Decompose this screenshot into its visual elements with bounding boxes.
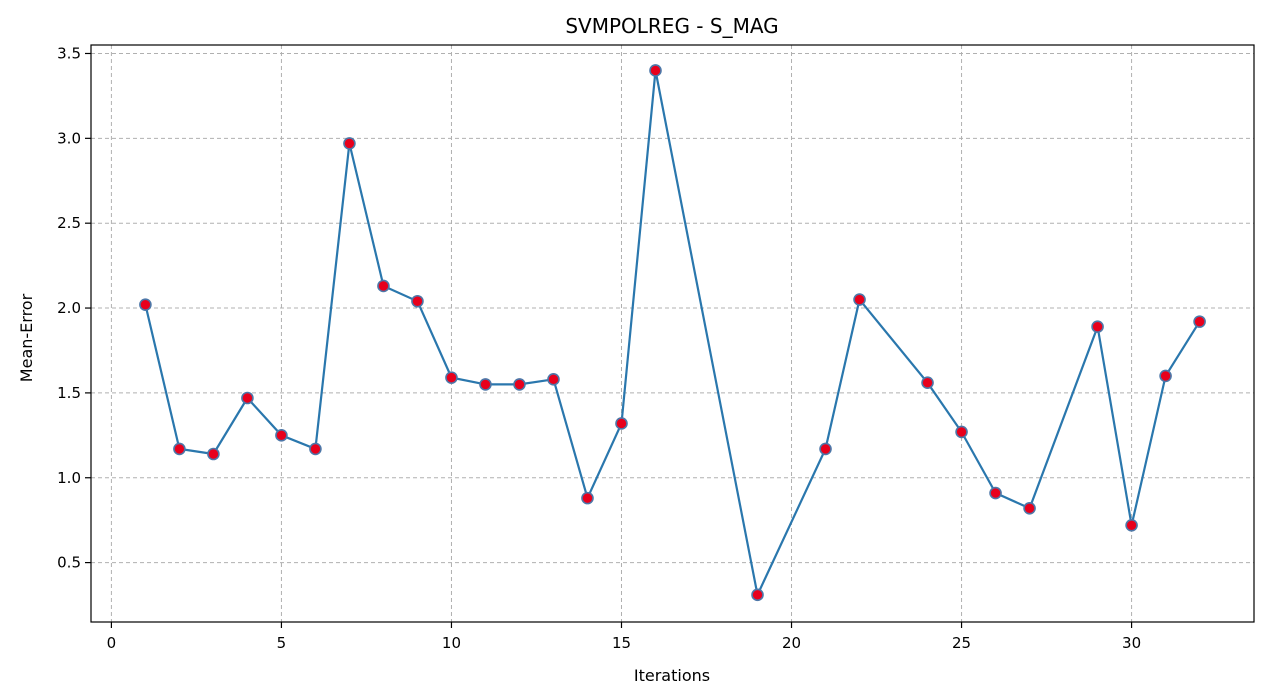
y-tick-label: 1.0 bbox=[57, 469, 81, 487]
data-point bbox=[615, 417, 628, 430]
series-group bbox=[139, 64, 1206, 602]
series-line bbox=[144, 70, 1201, 599]
data-point bbox=[513, 378, 526, 391]
y-tick-label: 3.5 bbox=[57, 44, 81, 62]
data-point bbox=[275, 429, 288, 442]
data-point bbox=[377, 279, 390, 293]
x-tick-label: 20 bbox=[782, 634, 801, 652]
chart-title: SVMPOLREG - S_MAG bbox=[565, 14, 778, 38]
data-point bbox=[207, 447, 220, 461]
x-tick-label: 15 bbox=[612, 634, 631, 652]
x-tick-label: 10 bbox=[442, 634, 461, 652]
data-point bbox=[649, 64, 662, 77]
data-point bbox=[955, 425, 968, 439]
y-tick-label: 3.0 bbox=[57, 129, 81, 147]
data-point bbox=[1125, 518, 1138, 532]
data-point bbox=[309, 442, 322, 456]
x-tick-label: 25 bbox=[952, 634, 971, 652]
y-axis-label: Mean-Error bbox=[17, 293, 36, 382]
data-point bbox=[1159, 369, 1172, 383]
data-point bbox=[581, 491, 594, 505]
grid bbox=[91, 45, 1254, 622]
y-tick-label: 2.0 bbox=[57, 299, 81, 317]
data-point bbox=[1091, 320, 1104, 334]
x-axis-label: Iterations bbox=[634, 666, 710, 685]
x-tick-label: 5 bbox=[277, 634, 287, 652]
data-point bbox=[241, 391, 254, 405]
data-point bbox=[751, 588, 764, 602]
data-point bbox=[921, 376, 934, 390]
data-point bbox=[989, 486, 1002, 500]
data-point bbox=[853, 293, 866, 306]
axis-ticks: 0 5 10 15 20 25 30 0.5 1.0 1.5 2.0 2.5 3.0 3.5 bbox=[57, 44, 1141, 652]
plot-frame bbox=[90, 44, 1255, 623]
data-point bbox=[479, 378, 492, 391]
data-point bbox=[547, 373, 560, 386]
data-point bbox=[1023, 501, 1036, 515]
data-point bbox=[445, 371, 458, 384]
data-point bbox=[411, 294, 424, 308]
data-point bbox=[343, 137, 356, 150]
x-tick-label: 0 bbox=[107, 634, 117, 652]
y-tick-label: 0.5 bbox=[57, 554, 81, 572]
data-point bbox=[819, 442, 832, 456]
x-tick-label: 30 bbox=[1122, 634, 1141, 652]
data-point bbox=[173, 442, 186, 456]
data-point bbox=[1193, 315, 1206, 328]
y-tick-label: 1.5 bbox=[57, 384, 81, 402]
y-tick-label: 2.5 bbox=[57, 214, 81, 232]
data-point bbox=[139, 298, 152, 311]
